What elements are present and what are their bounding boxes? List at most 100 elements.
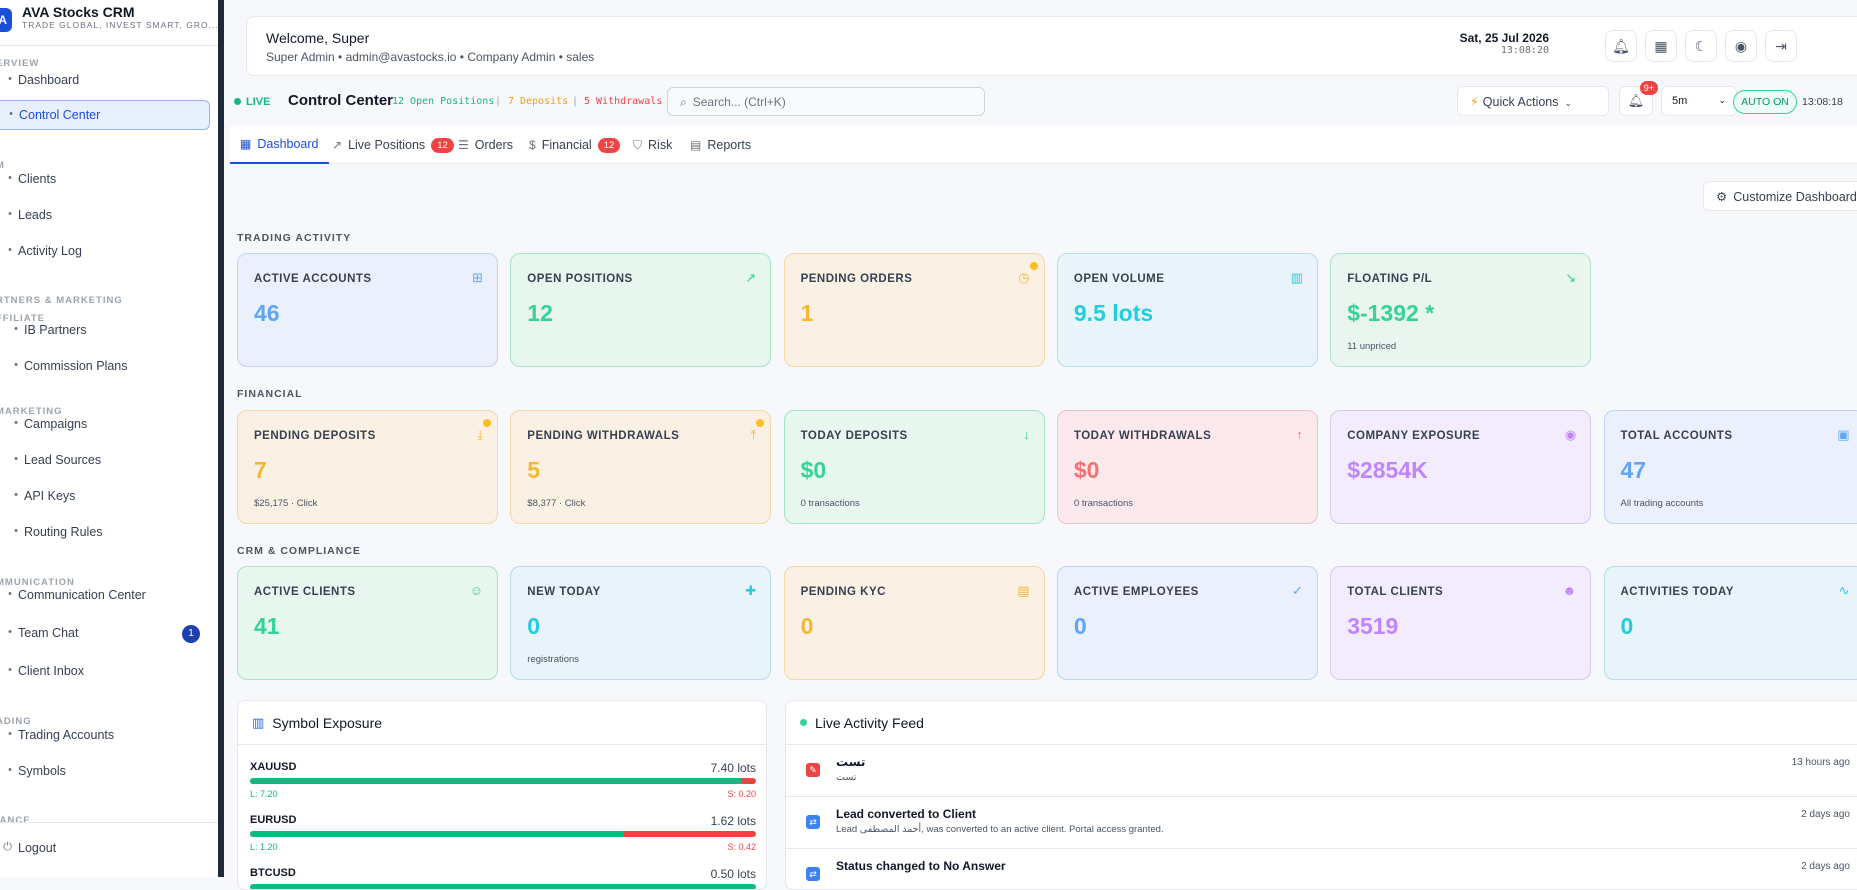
tab-dashboard[interactable]: ▦Dashboard (230, 126, 329, 164)
sidebar-item-lead-sources[interactable]: •Lead Sources (0, 445, 210, 475)
tab-label: Financial (542, 138, 592, 152)
welcome-header: Welcome, Super Super Admin • admin@avast… (246, 16, 1857, 76)
welcome-title: Welcome, Super (266, 30, 369, 46)
theme-toggle-button[interactable]: ☾ (1685, 30, 1717, 62)
quick-actions-label: Quick Actions (1483, 95, 1559, 109)
sidebar-footer: ⏻ Logout (0, 822, 218, 877)
stat-card-active-employees[interactable]: ACTIVE EMPLOYEES 0 ✓ (1057, 566, 1318, 680)
tab-risk[interactable]: ⛉Risk (633, 126, 672, 164)
grid-icon: • (2, 73, 12, 87)
exposure-short: S: 0.20 (727, 789, 756, 799)
alerts-button[interactable]: 🔔︎ 9+ (1619, 86, 1653, 116)
stat-card-floating-p-l[interactable]: FLOATING P/L$-1392 *↘11 unpriced (1330, 253, 1591, 367)
stat-card-label: PENDING WITHDRAWALS (527, 430, 679, 442)
layers-icon: • (8, 359, 18, 373)
live-activity-header: Live Activity Feed (786, 701, 1857, 745)
auto-refresh-toggle[interactable]: AUTO ON (1733, 90, 1797, 114)
header-time: 13:08:20 (1460, 45, 1549, 56)
activity-subtitle: تست (836, 772, 856, 783)
sidebar-item-clients[interactable]: •Clients (0, 164, 210, 194)
exposure-long-fill (250, 778, 741, 784)
logout-button[interactable]: ⏻ Logout (0, 833, 210, 863)
sidebar-item-symbols[interactable]: •Symbols (0, 756, 210, 786)
sidebar-item-api-keys[interactable]: •API Keys (0, 481, 210, 511)
sidebar-item-control-center[interactable]: • Control Center (0, 100, 210, 130)
sidebar-item-campaigns[interactable]: •Campaigns (0, 409, 210, 439)
stat-card-icon: ∿ (1839, 583, 1850, 599)
stat-card-icon: ✓ (1292, 583, 1303, 599)
symbol-exposure-header: ▥Symbol Exposure (238, 701, 766, 745)
tab-label: Risk (648, 138, 672, 152)
stat-card-subtext: 11 unpriced (1347, 341, 1396, 352)
welcome-subtitle: Super Admin • admin@avastocks.io • Compa… (266, 50, 594, 64)
sidebar-item-communication-center[interactable]: •Communication Center (0, 580, 210, 610)
stat-card-label: PENDING DEPOSITS (254, 430, 376, 442)
message-icon: • (2, 588, 12, 602)
stat-separator: | (572, 96, 578, 107)
signout-button[interactable]: ⇥ (1765, 30, 1797, 62)
exit-icon: ⇥ (1775, 38, 1787, 54)
customize-dashboard-button[interactable]: ⚙︎Customize Dashboard (1703, 181, 1857, 211)
brand-name: AVA Stocks CRM (22, 4, 135, 20)
tab-orders[interactable]: ☰Orders (458, 126, 513, 164)
monitor-icon: • (3, 108, 13, 122)
calendar-button[interactable]: ▦ (1645, 30, 1677, 62)
stat-card-label: ACTIVITIES TODAY (1621, 586, 1734, 598)
sidebar-item-leads[interactable]: •Leads (0, 200, 210, 230)
refresh-interval-select[interactable]: 5m⌄ (1661, 86, 1737, 116)
sidebar-item-commission-plans[interactable]: •Commission Plans (0, 351, 210, 381)
exposure-long-fill (250, 831, 624, 837)
stat-card-label: OPEN POSITIONS (527, 273, 632, 285)
activity-subtitle: Lead أحمد المصطفى, was converted to an a… (836, 824, 1164, 835)
stat-card-label: ACTIVE EMPLOYEES (1074, 586, 1199, 598)
quick-actions-button[interactable]: ⚡︎Quick Actions⌄ (1457, 86, 1609, 116)
sidebar-item-label: Control Center (19, 108, 100, 122)
search-placeholder: Search... (Ctrl+K) (693, 95, 786, 109)
tag-icon: • (8, 453, 18, 467)
stat-card-today-deposits[interactable]: TODAY DEPOSITS$0↓0 transactions (784, 410, 1045, 524)
brand-header[interactable]: A AVA Stocks CRM TRADE GLOBAL, INVEST SM… (0, 0, 218, 46)
unread-badge: 1 (182, 625, 200, 643)
profile-button[interactable]: ◉ (1725, 30, 1757, 62)
exposure-symbol: BTCUSD (250, 867, 296, 879)
notifications-button[interactable]: 🔔︎ (1605, 30, 1637, 62)
inbox-icon: • (2, 664, 12, 678)
stat-card-icon: ◉ (1565, 427, 1576, 443)
sidebar-item-dashboard[interactable]: •Dashboard (0, 65, 210, 95)
stat-card-company-exposure[interactable]: COMPANY EXPOSURE$2854K◉ (1330, 410, 1591, 524)
stat-card-value: 41 (254, 613, 280, 640)
stat-card-icon: ⤓ (477, 427, 483, 443)
sidebar-item-activity-log[interactable]: •Activity Log (0, 236, 210, 266)
control-center-title: Control Center (288, 92, 393, 109)
search-input[interactable]: ⌕Search... (Ctrl+K) (667, 87, 985, 116)
stat-card-value: 0 (1074, 613, 1087, 640)
sidebar-item-client-inbox[interactable]: •Client Inbox (0, 656, 210, 686)
exposure-short: S: 0.42 (727, 842, 756, 852)
logout-icon: ⏻ (2, 841, 12, 855)
wallet-icon: • (2, 728, 12, 742)
sidebar-item-ib-partners[interactable]: •IB Partners (0, 315, 210, 345)
stat-card-today-withdrawals[interactable]: TODAY WITHDRAWALS$0↑0 transactions (1057, 410, 1318, 524)
sidebar-item-routing-rules[interactable]: •Routing Rules (0, 517, 210, 547)
sidebar-item-trading-accounts[interactable]: •Trading Accounts (0, 720, 210, 750)
tab-reports[interactable]: ▤Reports (690, 126, 751, 164)
